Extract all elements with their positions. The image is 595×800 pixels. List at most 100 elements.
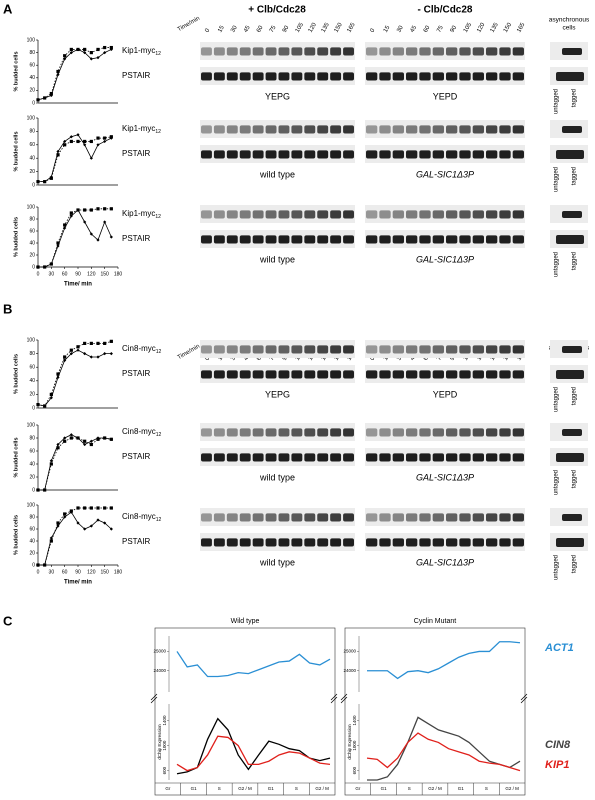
series-line xyxy=(38,434,112,491)
marker xyxy=(69,433,73,437)
blot-band xyxy=(379,428,391,437)
marker xyxy=(56,244,60,248)
x-tick-label: 90 xyxy=(75,271,81,277)
blot-band xyxy=(343,210,354,219)
blot-band xyxy=(330,72,342,81)
y-tick-label: 100 xyxy=(27,204,36,210)
blot-band xyxy=(201,235,212,244)
blot-band xyxy=(213,72,225,81)
async-band xyxy=(556,235,584,244)
blot-band xyxy=(472,538,484,547)
marker xyxy=(49,462,53,466)
marker xyxy=(96,518,100,522)
blot-band xyxy=(317,47,329,56)
blot-band xyxy=(512,47,524,56)
blot-band xyxy=(201,125,212,134)
blot-background xyxy=(200,533,355,551)
marker xyxy=(76,348,80,352)
blot-band xyxy=(252,72,264,81)
marker xyxy=(63,143,67,147)
blot-band xyxy=(278,210,290,219)
blot-band xyxy=(419,125,431,134)
blot-band xyxy=(432,47,444,56)
blot-band xyxy=(419,538,431,547)
marker xyxy=(36,488,40,492)
blot-band xyxy=(252,210,264,219)
marker xyxy=(69,51,73,55)
blot-background xyxy=(365,365,525,383)
y-tick-label: 80 xyxy=(29,435,35,441)
blot-band xyxy=(278,428,290,437)
x-tick-label: 30 xyxy=(49,569,55,575)
blot-band xyxy=(304,345,316,354)
blot-band xyxy=(317,345,329,354)
blot-band xyxy=(226,428,238,437)
y-tick-label: 60 xyxy=(29,526,35,532)
marker xyxy=(36,403,40,407)
axis-break xyxy=(150,693,158,701)
blot-band xyxy=(446,428,458,437)
lane-time: 90 xyxy=(282,24,291,33)
x-tick-label: 60 xyxy=(62,569,68,575)
marker xyxy=(69,135,73,139)
blot-band xyxy=(213,210,225,219)
control-label: untagged xyxy=(554,555,560,580)
blot-band xyxy=(406,370,418,379)
marker xyxy=(36,563,40,567)
blot-band xyxy=(291,125,303,134)
blot-band xyxy=(459,210,471,219)
y-tick-label: 60 xyxy=(29,365,35,371)
blot-band xyxy=(278,513,290,522)
blot-background xyxy=(200,120,355,138)
x-tick-label: 180 xyxy=(114,569,123,575)
phase-label: G2 / M xyxy=(315,786,329,791)
blot-band xyxy=(343,125,354,134)
marker xyxy=(49,262,53,266)
blot-band xyxy=(226,370,238,379)
marker xyxy=(109,437,113,441)
blot-band xyxy=(252,513,264,522)
loading-label: PSTAIR xyxy=(122,71,151,80)
blot-band xyxy=(330,47,342,56)
async-label: cells xyxy=(562,25,576,32)
blot-band xyxy=(239,47,251,56)
blot-band xyxy=(330,538,342,547)
x-tick-label: 180 xyxy=(114,271,123,277)
phase-label: G1 xyxy=(458,786,465,791)
protein-subscript: 12 xyxy=(155,214,161,220)
blot-band xyxy=(201,72,212,81)
condition-header: - Clb/Cdc28 xyxy=(417,5,472,16)
blot-band xyxy=(252,235,264,244)
control-label: untagged xyxy=(554,167,560,192)
protein-label: Cin8-myc12 xyxy=(122,344,162,355)
blot-band xyxy=(317,538,329,547)
blot-band xyxy=(379,150,391,159)
async-band xyxy=(556,453,584,462)
blot-band xyxy=(486,235,498,244)
blot-band xyxy=(330,125,342,134)
blot-band xyxy=(317,72,329,81)
blot-band xyxy=(291,47,303,56)
blot-band xyxy=(343,428,354,437)
blot-band xyxy=(278,150,290,159)
blot-band xyxy=(239,538,251,547)
blot-band xyxy=(201,345,212,354)
marker xyxy=(56,73,60,77)
marker xyxy=(56,446,60,450)
blot-band xyxy=(512,370,524,379)
marker xyxy=(63,515,67,519)
blot-band xyxy=(330,345,342,354)
series-line xyxy=(38,208,112,268)
async-band xyxy=(556,370,584,379)
blot-band xyxy=(446,538,458,547)
marker xyxy=(89,341,93,345)
blot-band xyxy=(317,428,329,437)
y-axis-label: dChip Expression xyxy=(347,724,352,760)
lane-time: 105 xyxy=(463,22,474,34)
marker xyxy=(63,358,67,362)
blot-band xyxy=(201,150,212,159)
blot-band xyxy=(304,210,316,219)
marker xyxy=(63,223,67,227)
blot-band xyxy=(512,345,524,354)
protein-label: Kip1-myc12 xyxy=(122,124,161,135)
